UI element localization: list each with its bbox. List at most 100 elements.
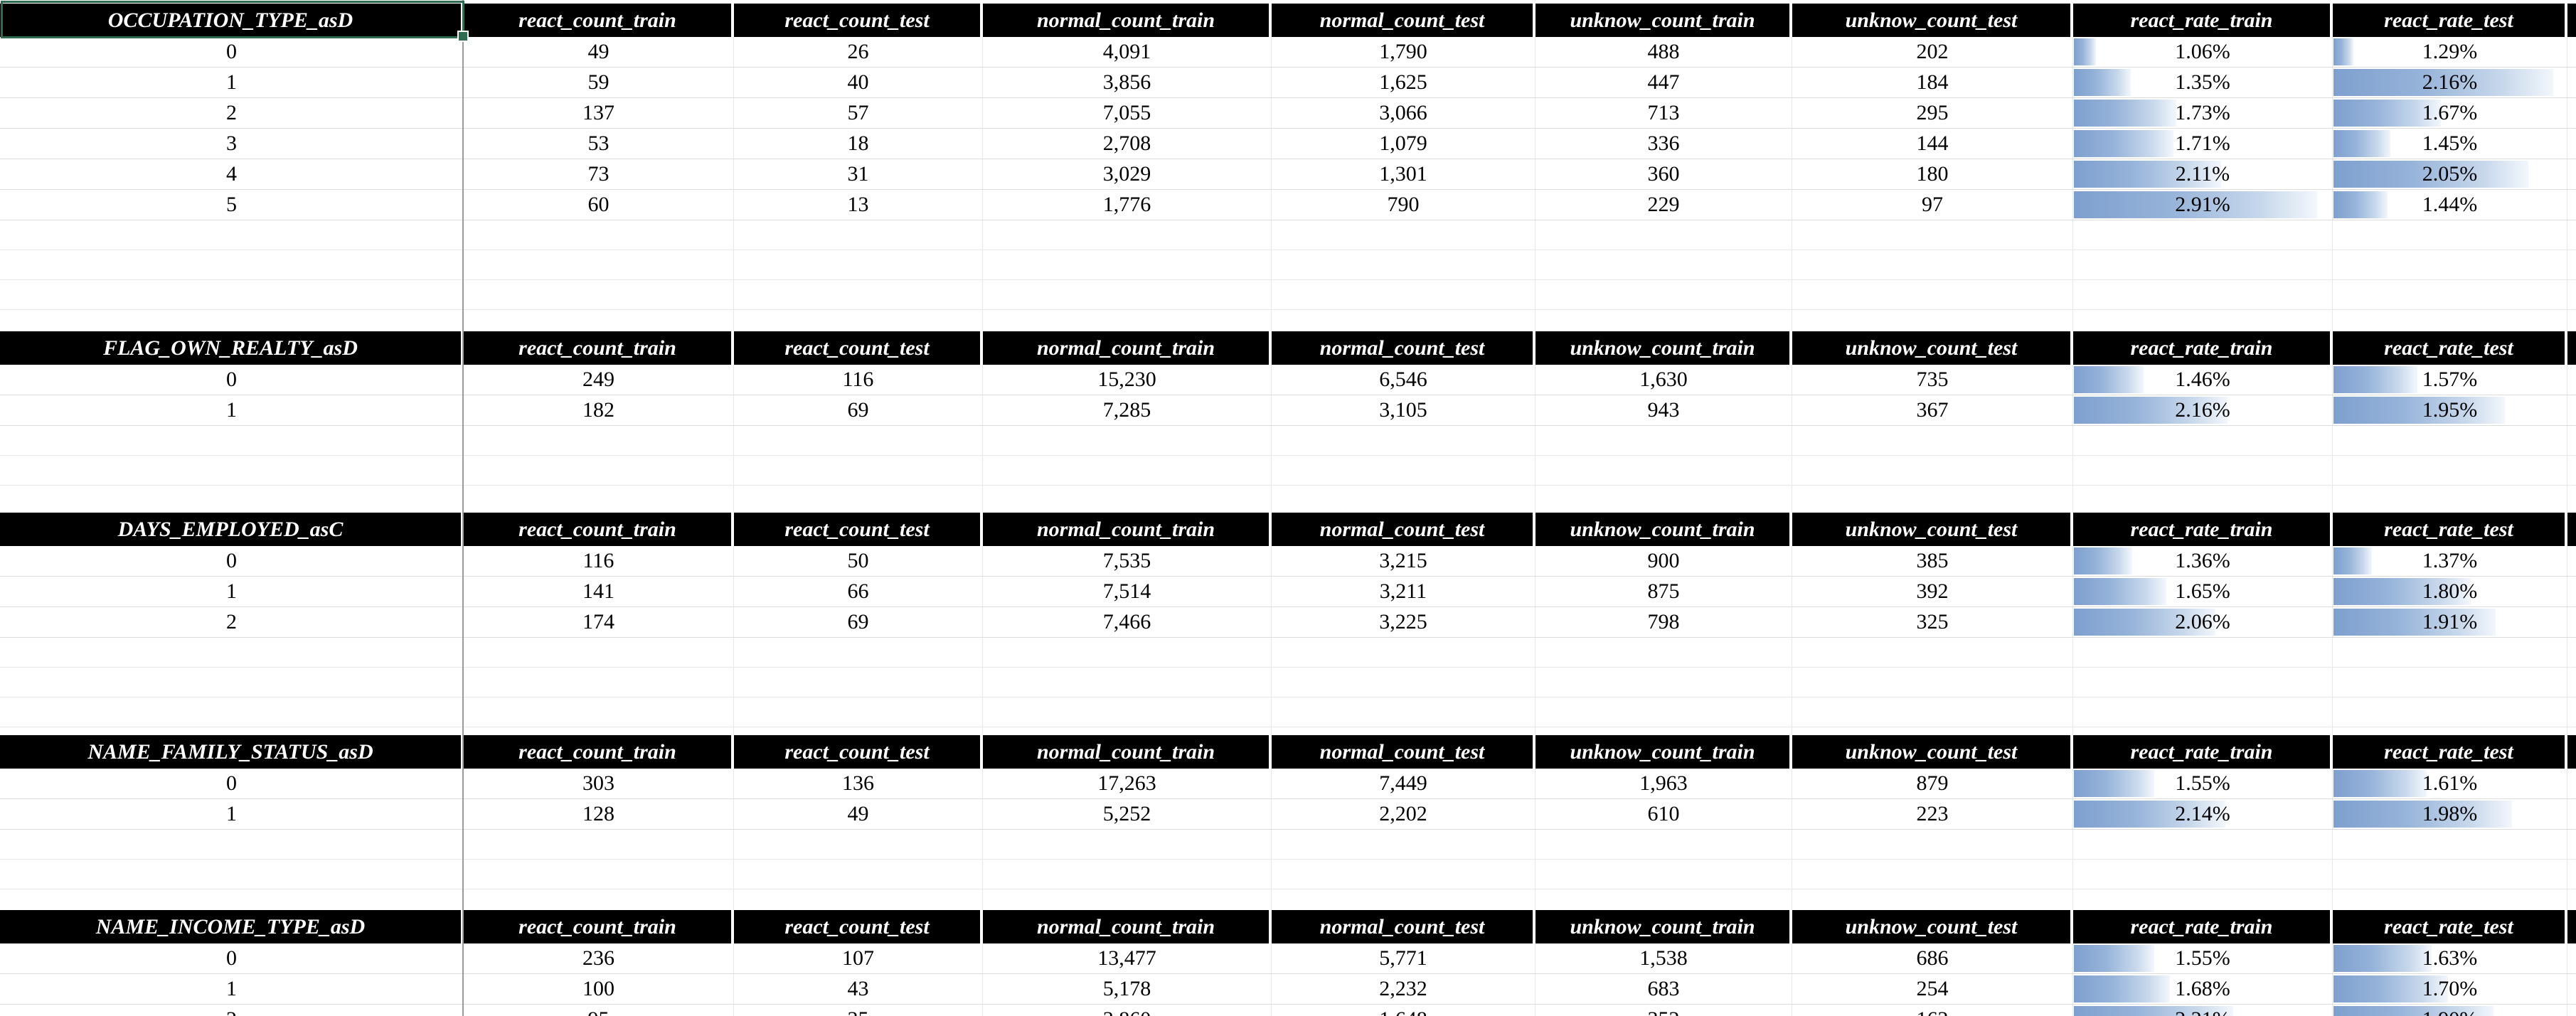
- empty-cell[interactable]: [2333, 220, 2567, 331]
- empty-cell[interactable]: [0, 220, 464, 331]
- cell-row-label[interactable]: 1: [0, 974, 464, 1004]
- empty-cell[interactable]: [464, 220, 734, 331]
- cell-unknow-count-test[interactable]: 180: [1792, 159, 2073, 189]
- empty-cell[interactable]: [1272, 426, 1536, 513]
- cell-react-rate-test[interactable]: 1.70%: [2333, 974, 2567, 1004]
- cell-react-rate-train[interactable]: 1.35%: [2073, 68, 2333, 97]
- cell-unknow-count-test[interactable]: 223: [1792, 799, 2073, 829]
- cell-row-label[interactable]: 0: [0, 365, 464, 395]
- cell-normal-count-test[interactable]: 3,215: [1272, 546, 1536, 576]
- cell-unknow-count-train[interactable]: 1,963: [1536, 769, 1792, 798]
- col-header-unknow-count-test[interactable]: unknow_count_test: [1792, 910, 2073, 943]
- col-header-react-rate-test[interactable]: react_rate_test: [2333, 331, 2567, 365]
- cell-unknow-count-test[interactable]: 144: [1792, 129, 2073, 159]
- cell-unknow-count-test[interactable]: 254: [1792, 974, 2073, 1004]
- cell-react-rate-test[interactable]: 1.45%: [2333, 129, 2567, 159]
- cell-row-label[interactable]: 0: [0, 37, 464, 67]
- col-header-normal-count-train[interactable]: normal_count_train: [983, 331, 1272, 365]
- cell-normal-count-test[interactable]: 1,079: [1272, 129, 1536, 159]
- cell-normal-count-train[interactable]: 2,708: [983, 129, 1272, 159]
- cell-unknow-count-test[interactable]: 97: [1792, 190, 2073, 220]
- cell-react-rate-train[interactable]: 1.65%: [2073, 577, 2333, 606]
- cell-react-count-train[interactable]: 249: [464, 365, 734, 395]
- col-header-unknow-count-test[interactable]: unknow_count_test: [1792, 4, 2073, 37]
- cell-normal-count-train[interactable]: 1,776: [983, 190, 1272, 220]
- cell-unknow-count-test[interactable]: 735: [1792, 365, 2073, 395]
- cell-unknow-count-test[interactable]: 686: [1792, 943, 2073, 973]
- cell-react-count-test[interactable]: 18: [734, 129, 983, 159]
- empty-cell[interactable]: [1792, 638, 2073, 735]
- cell-unknow-count-train[interactable]: 1,538: [1536, 943, 1792, 973]
- col-header-react-rate-train[interactable]: react_rate_train: [2073, 910, 2333, 943]
- cell-react-rate-train[interactable]: 1.71%: [2073, 129, 2333, 159]
- empty-cell[interactable]: [1536, 830, 1792, 910]
- col-header-react-rate-test[interactable]: react_rate_test: [2333, 910, 2567, 943]
- cell-react-rate-train[interactable]: 2.21%: [2073, 1005, 2333, 1016]
- empty-cell[interactable]: [0, 830, 464, 910]
- cell-normal-count-test[interactable]: 6,546: [1272, 365, 1536, 395]
- empty-cell[interactable]: [1272, 830, 1536, 910]
- empty-cell[interactable]: [983, 830, 1272, 910]
- col-header-react-count-test[interactable]: react_count_test: [734, 513, 983, 546]
- cell-react-count-test[interactable]: 49: [734, 799, 983, 829]
- cell-row-label[interactable]: 2: [0, 1005, 464, 1016]
- cell-react-rate-test[interactable]: 1.80%: [2333, 577, 2567, 606]
- col-header-normal-count-test[interactable]: normal_count_test: [1272, 513, 1536, 546]
- cell-unknow-count-train[interactable]: 713: [1536, 98, 1792, 128]
- empty-cell[interactable]: [2567, 220, 2576, 331]
- cell-normal-count-test[interactable]: 2,202: [1272, 799, 1536, 829]
- cell-react-count-test[interactable]: 35: [734, 1005, 983, 1016]
- cell-normal-count-test[interactable]: 1,648: [1272, 1005, 1536, 1016]
- cell-unknow-count-train[interactable]: 360: [1536, 159, 1792, 189]
- cell-react-rate-train[interactable]: 2.91%: [2073, 190, 2333, 220]
- col-header-react-rate-test[interactable]: react_rate_test: [2333, 4, 2567, 37]
- empty-cell[interactable]: [1792, 426, 2073, 513]
- col-header-react-rate-train[interactable]: react_rate_train: [2073, 4, 2333, 37]
- cell-react-count-train[interactable]: 137: [464, 98, 734, 128]
- cell-react-rate-test[interactable]: 1.37%: [2333, 546, 2567, 576]
- cell-react-count-train[interactable]: 141: [464, 577, 734, 606]
- cell-react-rate-train[interactable]: 1.55%: [2073, 769, 2333, 798]
- col-header-react-count-test[interactable]: react_count_test: [734, 735, 983, 769]
- cell-react-rate-test[interactable]: 2.05%: [2333, 159, 2567, 189]
- cell-normal-count-train[interactable]: 7,285: [983, 395, 1272, 425]
- cell-react-count-test[interactable]: 40: [734, 68, 983, 97]
- col-header-unknow-count-train[interactable]: unknow_count_train: [1536, 735, 1792, 769]
- cell-react-count-test[interactable]: 116: [734, 365, 983, 395]
- cell-unknow-count-train[interactable]: 336: [1536, 129, 1792, 159]
- cell-row-label[interactable]: 0: [0, 769, 464, 798]
- cell-row-label[interactable]: 4: [0, 159, 464, 189]
- cell-react-count-train[interactable]: 174: [464, 607, 734, 637]
- cell-react-count-train[interactable]: 236: [464, 943, 734, 973]
- cell-unknow-count-test[interactable]: 879: [1792, 769, 2073, 798]
- cell-react-rate-test[interactable]: 1.98%: [2333, 799, 2567, 829]
- cell-react-count-test[interactable]: 69: [734, 395, 983, 425]
- cell-react-count-train[interactable]: 128: [464, 799, 734, 829]
- empty-cell[interactable]: [983, 220, 1272, 331]
- cell-normal-count-test[interactable]: 790: [1272, 190, 1536, 220]
- cell-row-label[interactable]: 0: [0, 546, 464, 576]
- cell-react-count-test[interactable]: 31: [734, 159, 983, 189]
- cell-react-count-test[interactable]: 43: [734, 974, 983, 1004]
- row-label-header-days-employed-asc[interactable]: DAYS_EMPLOYED_asC: [0, 513, 464, 546]
- cell-unknow-count-train[interactable]: 943: [1536, 395, 1792, 425]
- cell-unknow-count-train[interactable]: 900: [1536, 546, 1792, 576]
- empty-cell[interactable]: [734, 220, 983, 331]
- cell-unknow-count-test[interactable]: 325: [1792, 607, 2073, 637]
- empty-cell[interactable]: [1536, 220, 1792, 331]
- cell-react-rate-test[interactable]: 1.90%: [2333, 1005, 2567, 1016]
- cell-react-rate-train[interactable]: 1.46%: [2073, 365, 2333, 395]
- cell-unknow-count-train[interactable]: 683: [1536, 974, 1792, 1004]
- empty-cell[interactable]: [1792, 830, 2073, 910]
- empty-cell[interactable]: [1536, 638, 1792, 735]
- cell-react-count-test[interactable]: 136: [734, 769, 983, 798]
- cell-react-rate-test[interactable]: 2.16%: [2333, 68, 2567, 97]
- cell-unknow-count-train[interactable]: 352: [1536, 1005, 1792, 1016]
- cell-react-count-test[interactable]: 57: [734, 98, 983, 128]
- row-label-header-flag-own-realty-asd[interactable]: FLAG_OWN_REALTY_asD: [0, 331, 464, 365]
- row-label-header-occupation-type-asd[interactable]: OCCUPATION_TYPE_asD: [0, 4, 464, 37]
- cell-react-rate-test[interactable]: 1.44%: [2333, 190, 2567, 220]
- empty-cell[interactable]: [2333, 830, 2567, 910]
- col-header-react-count-train[interactable]: react_count_train: [464, 735, 734, 769]
- empty-cell[interactable]: [734, 830, 983, 910]
